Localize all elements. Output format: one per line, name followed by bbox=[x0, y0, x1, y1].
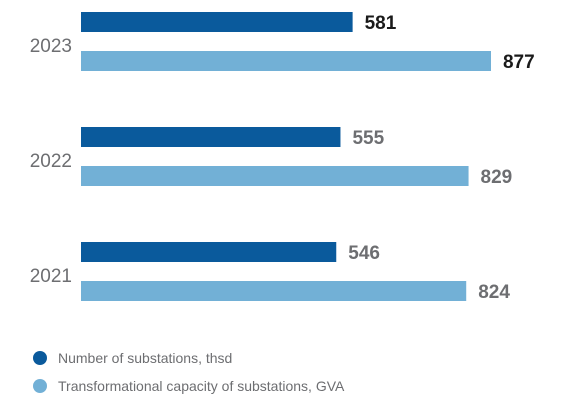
bar bbox=[81, 51, 491, 71]
data-label: 581 bbox=[365, 13, 397, 34]
legend: Number of substations, thsd Transformatio… bbox=[33, 350, 345, 394]
bar bbox=[81, 127, 341, 147]
data-label: 829 bbox=[481, 167, 513, 188]
bar bbox=[81, 242, 337, 262]
bar bbox=[81, 166, 469, 186]
year-label: 2023 bbox=[30, 36, 72, 57]
bar bbox=[81, 12, 353, 32]
year-label: 2022 bbox=[30, 151, 72, 172]
data-label: 555 bbox=[352, 128, 384, 149]
data-label: 546 bbox=[348, 243, 380, 264]
year-label: 2021 bbox=[30, 266, 72, 287]
legend-marker bbox=[33, 351, 47, 365]
legend-label: Transformational capacity of substations… bbox=[58, 378, 345, 394]
data-label: 824 bbox=[478, 282, 510, 303]
plot-area: 2023 581 877 2022 555 829 2021 546 824 bbox=[30, 12, 535, 303]
legend-marker bbox=[33, 379, 47, 393]
bar bbox=[81, 281, 467, 301]
legend-label: Number of substations, thsd bbox=[58, 350, 232, 366]
data-label: 877 bbox=[503, 52, 535, 73]
